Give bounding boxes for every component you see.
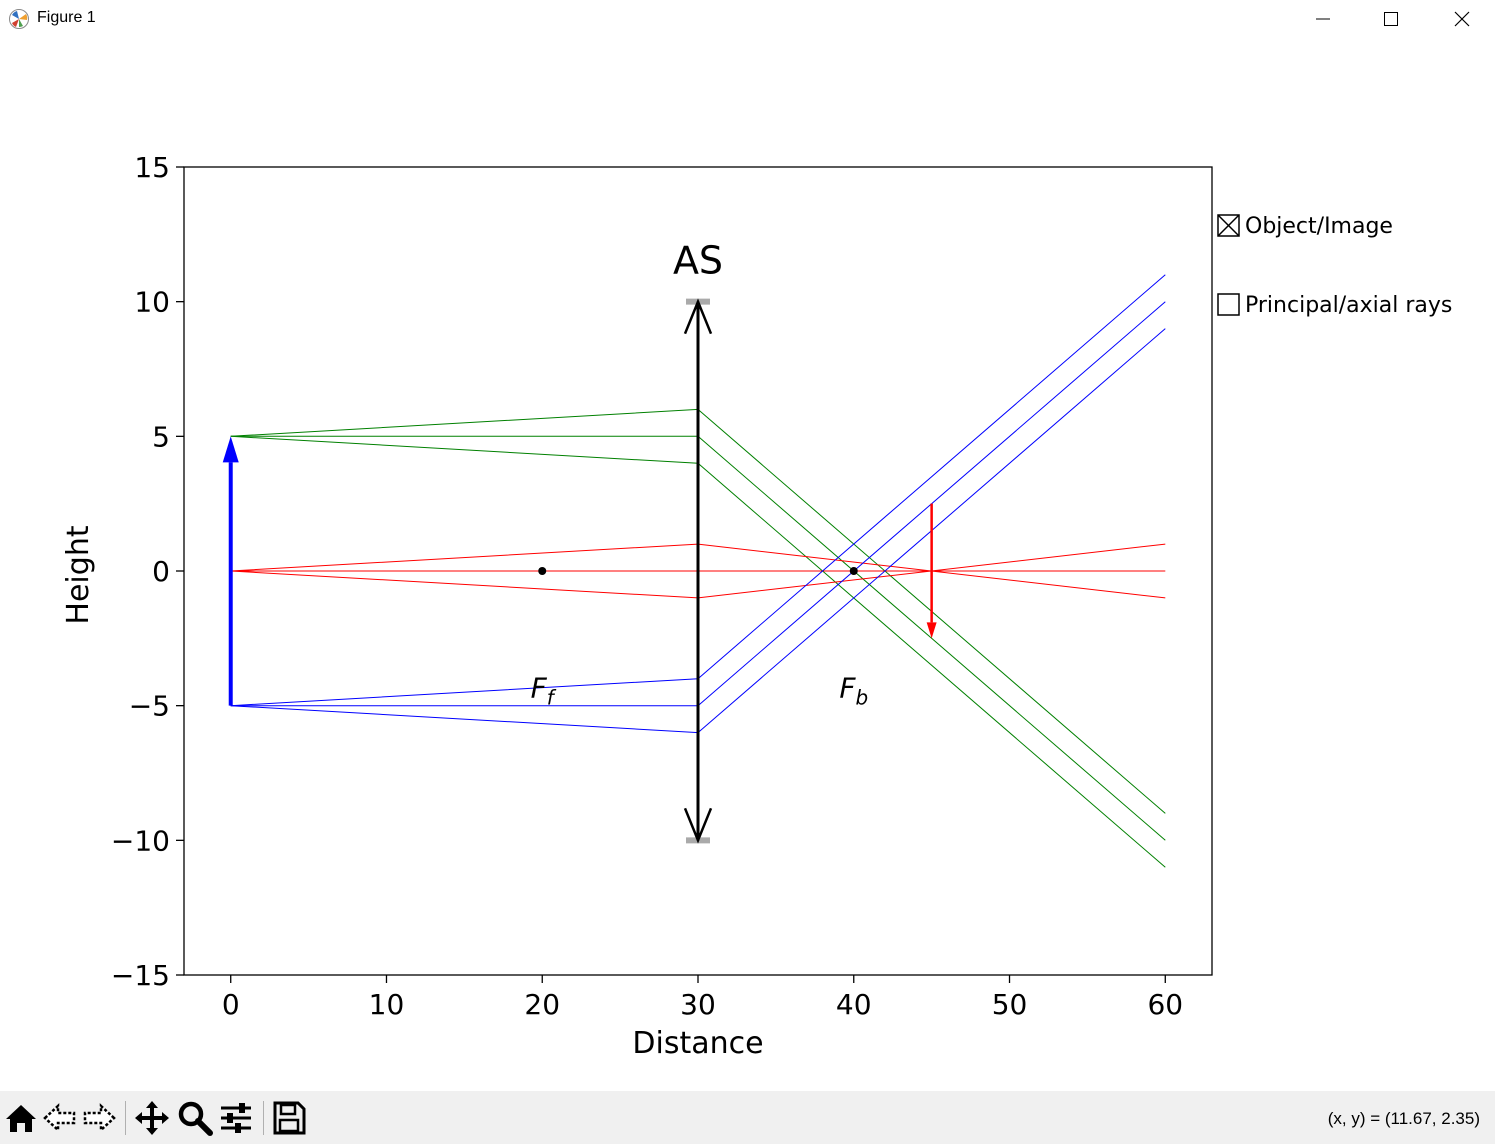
minimize-icon <box>1316 18 1330 20</box>
checkbox-principal-axial-rays[interactable]: Principal/axial rays <box>1217 293 1452 318</box>
checkbox-label: Principal/axial rays <box>1245 293 1452 318</box>
cursor-coordinates: (x, y) = (11.67, 2.35) <box>1327 1109 1480 1128</box>
y-tick-label: 10 <box>134 286 170 319</box>
x-tick-label: 40 <box>836 988 872 1021</box>
object-arrowhead <box>222 436 239 463</box>
forward-icon <box>83 1103 116 1133</box>
lens-label-as: AS <box>673 239 723 283</box>
x-tick-label: 50 <box>992 988 1028 1021</box>
close-icon <box>1454 11 1470 27</box>
checkbox-box <box>1217 293 1240 316</box>
home-button[interactable] <box>2 1099 40 1137</box>
y-tick-label: −5 <box>129 690 170 723</box>
lens-arrowhead-bottom <box>683 807 713 844</box>
save-icon <box>273 1101 306 1135</box>
y-tick-label: 5 <box>152 420 170 453</box>
checkbox-check-mark <box>1217 214 1240 237</box>
image-arrowhead <box>926 622 937 639</box>
optical-elements: Ff Fb <box>222 298 937 844</box>
checkbox-object-image[interactable]: Object/Image <box>1217 214 1393 239</box>
check-buttons: Object/Image Principal/axial rays <box>1217 214 1452 318</box>
configure-subplots-button[interactable] <box>217 1099 255 1137</box>
maximize-button[interactable] <box>1356 0 1426 38</box>
y-axis-label: Height <box>61 525 96 624</box>
toolbar-separator <box>125 1101 126 1135</box>
maximize-icon <box>1384 12 1398 26</box>
y-tick-label: −10 <box>111 824 170 857</box>
back-icon <box>43 1103 76 1133</box>
zoom-button[interactable] <box>176 1099 214 1137</box>
checkbox-label: Object/Image <box>1245 214 1393 239</box>
y-tick-label: −15 <box>111 959 170 992</box>
pan-button[interactable] <box>133 1099 171 1137</box>
close-button[interactable] <box>1426 0 1495 38</box>
home-icon <box>6 1105 36 1132</box>
focal-point-label: Fb <box>839 672 868 710</box>
y-tick-label: 0 <box>152 555 170 588</box>
y-tick-label: 15 <box>134 151 170 184</box>
x-tick-label: 0 <box>222 988 240 1021</box>
forward-button[interactable] <box>80 1099 118 1137</box>
navigation-toolbar: (x, y) = (11.67, 2.35) <box>0 1091 1495 1144</box>
save-button[interactable] <box>270 1099 308 1137</box>
back-button[interactable] <box>41 1099 79 1137</box>
focal-point <box>538 567 547 575</box>
window-titlebar: Figure 1 <box>0 0 1495 40</box>
x-axis-label: Distance <box>632 1026 763 1061</box>
focal-point-label: Ff <box>531 672 557 710</box>
focal-point <box>849 567 858 575</box>
pan-icon <box>135 1101 169 1135</box>
toolbar-separator <box>263 1101 264 1135</box>
x-tick-label: 20 <box>524 988 560 1021</box>
matplotlib-icon <box>9 9 29 29</box>
lens-arrowhead-top <box>683 298 713 335</box>
x-tick-label: 10 <box>369 988 405 1021</box>
window-title: Figure 1 <box>37 9 96 26</box>
x-tick-label: 30 <box>680 988 716 1021</box>
x-tick-label: 60 <box>1147 988 1183 1021</box>
zoom-icon <box>178 1101 213 1136</box>
configure-subplots-icon <box>221 1103 251 1133</box>
minimize-button[interactable] <box>1288 0 1358 38</box>
